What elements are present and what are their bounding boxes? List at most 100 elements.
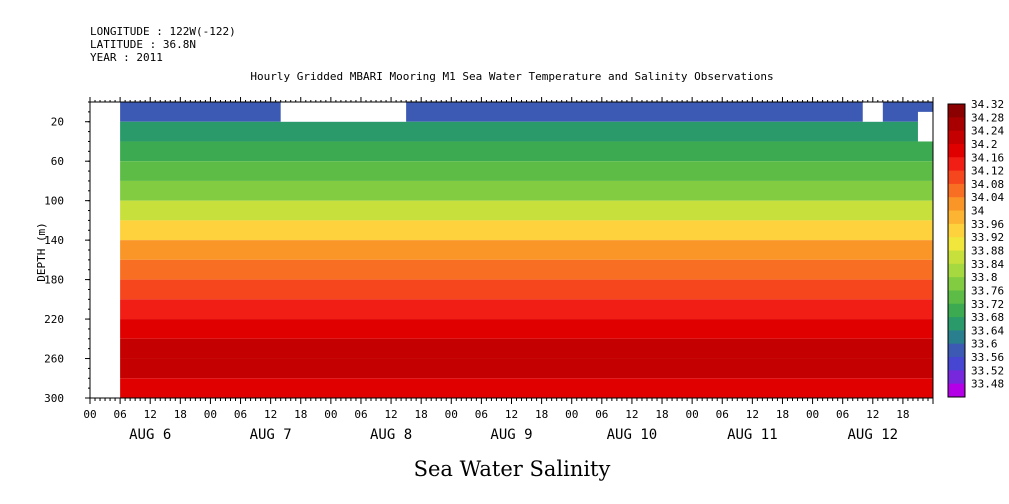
- colorbar-label: 34.32: [971, 98, 1004, 111]
- colorbar-label: 33.52: [971, 364, 1004, 377]
- x-tick-label: 18: [415, 408, 428, 421]
- x-tick-label: 18: [776, 408, 789, 421]
- colorbar: 34.3234.2834.2434.234.1634.1234.0834.043…: [947, 98, 1004, 398]
- colorbar-swatch: [948, 104, 965, 118]
- x-day-label: AUG 7: [250, 427, 292, 443]
- x-tick-label: 00: [324, 408, 337, 421]
- x-tick-label: 06: [113, 408, 126, 421]
- y-tick-label: 60: [51, 155, 64, 168]
- colorbar-label: 33.6: [971, 338, 998, 351]
- colorbar-swatch: [948, 210, 965, 225]
- salinity-band: [90, 200, 933, 221]
- colorbar-swatch: [948, 130, 965, 145]
- x-tick-label: 00: [565, 408, 578, 421]
- colorbar-swatch: [948, 250, 965, 265]
- x-day-label: AUG 12: [847, 427, 898, 443]
- x-tick-label: 12: [625, 408, 638, 421]
- y-tick-label: 100: [44, 195, 64, 208]
- x-tick-label: 00: [204, 408, 217, 421]
- missing-data-region: [90, 102, 121, 398]
- salinity-band: [90, 220, 933, 241]
- colorbar-swatch: [948, 223, 965, 238]
- colorbar-label: 33.92: [971, 231, 1004, 244]
- salinity-band: [90, 121, 933, 142]
- colorbar-swatch: [948, 277, 965, 291]
- x-day-label: AUG 11: [727, 427, 778, 443]
- colorbar-label: 33.84: [971, 258, 1004, 271]
- colorbar-frame: [947, 103, 966, 398]
- plot-area: [89, 101, 934, 399]
- colorbar-swatch: [948, 170, 965, 185]
- colorbar-label: 34.08: [971, 178, 1004, 191]
- colorbar-label: 34: [971, 205, 985, 218]
- salinity-band: [90, 319, 933, 339]
- y-tick-label: 140: [44, 234, 64, 247]
- colorbar-swatch: [948, 370, 965, 385]
- salinity-band: [90, 180, 933, 201]
- x-tick-label: 12: [384, 408, 397, 421]
- x-day-label: AUG 10: [607, 427, 658, 443]
- x-tick-label: 06: [234, 408, 247, 421]
- colorbar-swatch: [948, 237, 965, 251]
- colorbar-swatch: [948, 117, 965, 132]
- y-tick-label: 300: [44, 392, 64, 405]
- x-tick-label: 12: [746, 408, 759, 421]
- y-tick-label: 220: [44, 313, 64, 326]
- x-tick-label: 18: [535, 408, 548, 421]
- colorbar-swatch: [948, 263, 965, 278]
- x-tick-label: 00: [686, 408, 699, 421]
- y-tick-label: 260: [44, 353, 64, 366]
- salinity-band: [90, 338, 933, 359]
- colorbar-swatch: [948, 330, 965, 345]
- y-tick-label: 180: [44, 274, 64, 287]
- x-tick-label: 12: [144, 408, 157, 421]
- x-axis: 00 06 12 18 00 06 12 18 00 06 12 18 00 06 12 18 00 06 12 18…: [83, 97, 934, 443]
- y-tick-label: 20: [51, 116, 64, 129]
- x-tick-label: 12: [866, 408, 879, 421]
- colorbar-swatch: [948, 143, 965, 158]
- colorbar-swatch: [948, 303, 965, 318]
- x-tick-label: 18: [896, 408, 909, 421]
- x-tick-label: 06: [354, 408, 367, 421]
- colorbar-label: 33.56: [971, 351, 1004, 364]
- x-tick-label: 06: [595, 408, 608, 421]
- salinity-band: [90, 259, 933, 280]
- x-tick-label: 18: [174, 408, 187, 421]
- latitude-label: LATITUDE : 36.8N: [90, 38, 196, 51]
- colorbar-label: 34.04: [971, 191, 1004, 204]
- salinity-band: [90, 378, 933, 398]
- y-axis: 20 60 100 140 180 220 260 300: [44, 101, 90, 405]
- x-tick-label: 00: [806, 408, 819, 421]
- colorbar-swatch: [948, 343, 965, 358]
- missing-data-region: [917, 111, 933, 142]
- salinity-band: [90, 240, 933, 260]
- salinity-band: [90, 299, 933, 320]
- x-tick-label: 12: [505, 408, 518, 421]
- salinity-band: [90, 161, 933, 181]
- colorbar-label: 33.8: [971, 271, 998, 284]
- colorbar-label: 34.28: [971, 111, 1004, 124]
- x-tick-label: 06: [475, 408, 488, 421]
- x-tick-label: 12: [264, 408, 277, 421]
- x-tick-label: 00: [83, 408, 96, 421]
- colorbar-label: 33.76: [971, 284, 1004, 297]
- x-day-label: AUG 6: [129, 427, 171, 443]
- y-axis-label: DEPTH (m): [35, 222, 48, 282]
- colorbar-label: 33.88: [971, 245, 1004, 258]
- colorbar-swatch: [948, 317, 965, 331]
- x-day-label: AUG 9: [490, 427, 532, 443]
- salinity-band: [90, 102, 933, 122]
- colorbar-label: 34.12: [971, 165, 1004, 178]
- x-tick-label: 18: [294, 408, 307, 421]
- x-tick-label: 06: [716, 408, 729, 421]
- colorbar-label: 33.64: [971, 324, 1004, 337]
- chart-title: Hourly Gridded MBARI Mooring M1 Sea Wate…: [250, 70, 773, 83]
- colorbar-label: 33.48: [971, 378, 1004, 391]
- missing-data-region: [280, 102, 407, 122]
- colorbar-swatch: [948, 290, 965, 305]
- colorbar-label: 34.2: [971, 138, 998, 151]
- x-tick-label: 18: [655, 408, 668, 421]
- x-tick-label: 00: [445, 408, 458, 421]
- colorbar-swatch: [948, 383, 965, 398]
